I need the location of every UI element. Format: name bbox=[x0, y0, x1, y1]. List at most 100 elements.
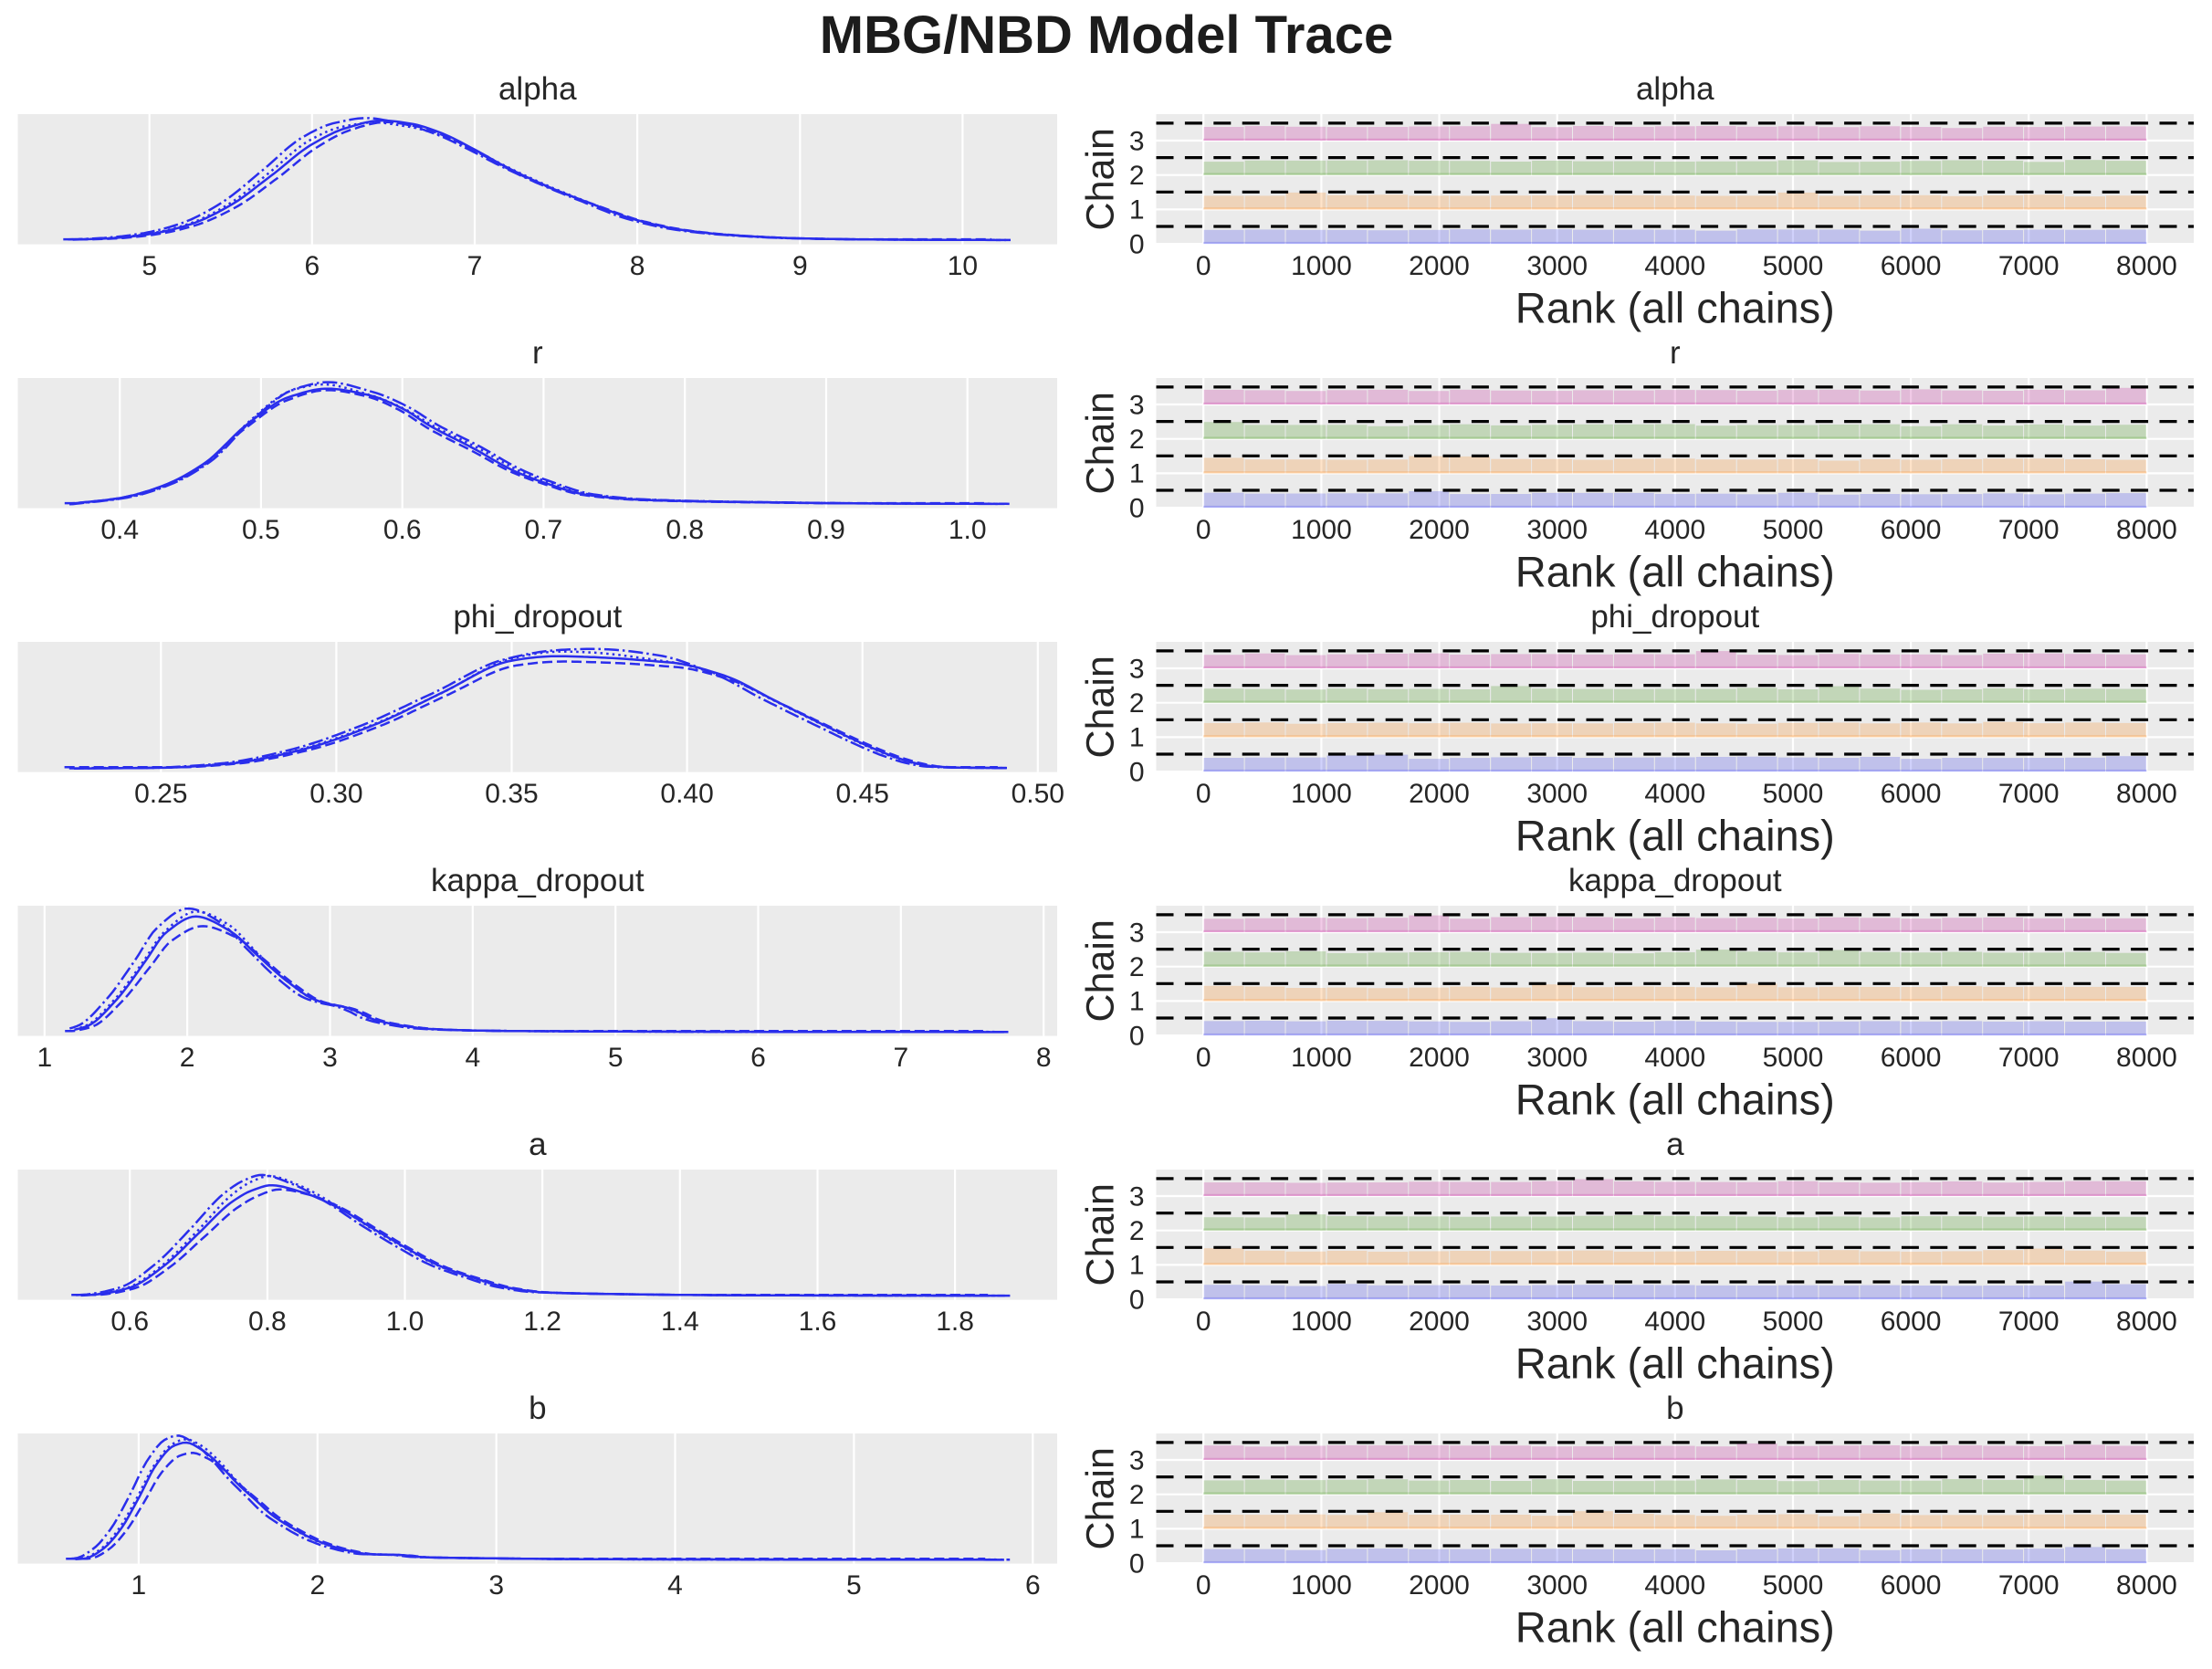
svg-text:2000: 2000 bbox=[1409, 1307, 1470, 1337]
svg-text:2: 2 bbox=[1129, 1480, 1145, 1510]
svg-text:5000: 5000 bbox=[1763, 1570, 1824, 1601]
svg-text:1000: 1000 bbox=[1291, 251, 1352, 281]
svg-text:MBG/NBD Model Trace: MBG/NBD Model Trace bbox=[820, 5, 1393, 65]
svg-text:3: 3 bbox=[1129, 1181, 1145, 1212]
svg-text:0: 0 bbox=[1129, 493, 1145, 523]
svg-text:6000: 6000 bbox=[1881, 779, 1942, 809]
svg-text:0: 0 bbox=[1196, 1043, 1211, 1073]
svg-text:8: 8 bbox=[630, 251, 645, 281]
svg-text:3000: 3000 bbox=[1526, 515, 1588, 545]
svg-text:2000: 2000 bbox=[1409, 1570, 1470, 1601]
svg-text:6: 6 bbox=[750, 1043, 766, 1073]
svg-text:4000: 4000 bbox=[1644, 1307, 1705, 1337]
svg-text:8000: 8000 bbox=[2116, 1043, 2177, 1073]
svg-text:0.45: 0.45 bbox=[836, 779, 889, 809]
svg-text:3000: 3000 bbox=[1526, 1307, 1588, 1337]
svg-text:2: 2 bbox=[1129, 425, 1145, 455]
svg-text:4000: 4000 bbox=[1644, 1043, 1705, 1073]
svg-text:6000: 6000 bbox=[1881, 515, 1942, 545]
svg-text:0.7: 0.7 bbox=[525, 515, 563, 545]
svg-text:2: 2 bbox=[1129, 1216, 1145, 1246]
svg-text:8000: 8000 bbox=[2116, 251, 2177, 281]
svg-text:Rank (all chains): Rank (all chains) bbox=[1515, 812, 1835, 860]
svg-text:1.0: 1.0 bbox=[386, 1307, 425, 1337]
svg-text:7000: 7000 bbox=[1998, 1570, 2060, 1601]
svg-text:Rank (all chains): Rank (all chains) bbox=[1515, 1076, 1835, 1124]
svg-text:0.8: 0.8 bbox=[666, 515, 704, 545]
svg-text:2000: 2000 bbox=[1409, 779, 1470, 809]
svg-text:1.8: 1.8 bbox=[936, 1307, 974, 1337]
svg-text:5000: 5000 bbox=[1763, 779, 1824, 809]
svg-text:0: 0 bbox=[1129, 1021, 1145, 1051]
svg-text:0.8: 0.8 bbox=[248, 1307, 287, 1337]
svg-text:2: 2 bbox=[1129, 688, 1145, 719]
svg-text:6: 6 bbox=[1025, 1570, 1041, 1601]
svg-text:1000: 1000 bbox=[1291, 515, 1352, 545]
svg-text:0: 0 bbox=[1196, 1307, 1211, 1337]
svg-text:kappa_dropout: kappa_dropout bbox=[1568, 863, 1782, 898]
svg-text:Chain: Chain bbox=[1079, 919, 1123, 1022]
svg-text:a: a bbox=[1666, 1127, 1684, 1162]
svg-text:0: 0 bbox=[1129, 229, 1145, 259]
svg-text:8000: 8000 bbox=[2116, 1307, 2177, 1337]
svg-text:Rank (all chains): Rank (all chains) bbox=[1515, 548, 1835, 596]
svg-text:Chain: Chain bbox=[1079, 1447, 1123, 1549]
svg-text:1: 1 bbox=[1129, 195, 1145, 226]
svg-text:8000: 8000 bbox=[2116, 779, 2177, 809]
svg-text:2000: 2000 bbox=[1409, 515, 1470, 545]
svg-text:9: 9 bbox=[792, 251, 808, 281]
svg-text:1: 1 bbox=[1129, 723, 1145, 753]
svg-text:Rank (all chains): Rank (all chains) bbox=[1515, 284, 1835, 332]
svg-text:phi_dropout: phi_dropout bbox=[1590, 599, 1759, 635]
svg-text:b: b bbox=[1666, 1391, 1683, 1426]
svg-text:3: 3 bbox=[322, 1043, 338, 1073]
svg-text:5000: 5000 bbox=[1763, 1307, 1824, 1337]
svg-text:5: 5 bbox=[608, 1043, 624, 1073]
svg-text:0.4: 0.4 bbox=[100, 515, 139, 545]
svg-text:0.30: 0.30 bbox=[309, 779, 362, 809]
svg-text:0.25: 0.25 bbox=[134, 779, 187, 809]
svg-text:1.6: 1.6 bbox=[799, 1307, 837, 1337]
svg-text:0.5: 0.5 bbox=[242, 515, 280, 545]
svg-text:5000: 5000 bbox=[1763, 1043, 1824, 1073]
svg-text:5000: 5000 bbox=[1763, 251, 1824, 281]
svg-text:7000: 7000 bbox=[1998, 1043, 2060, 1073]
svg-text:1.0: 1.0 bbox=[949, 515, 987, 545]
svg-text:1000: 1000 bbox=[1291, 1043, 1352, 1073]
svg-text:0.40: 0.40 bbox=[660, 779, 713, 809]
svg-text:0: 0 bbox=[1196, 251, 1211, 281]
svg-text:3000: 3000 bbox=[1526, 779, 1588, 809]
svg-text:1: 1 bbox=[1129, 1515, 1145, 1545]
svg-text:0.9: 0.9 bbox=[807, 515, 845, 545]
svg-text:2000: 2000 bbox=[1409, 1043, 1470, 1073]
svg-text:8000: 8000 bbox=[2116, 515, 2177, 545]
svg-text:2: 2 bbox=[309, 1570, 325, 1601]
svg-text:3: 3 bbox=[1129, 126, 1145, 156]
svg-text:1: 1 bbox=[1129, 987, 1145, 1017]
svg-text:6000: 6000 bbox=[1881, 1043, 1942, 1073]
svg-text:1.4: 1.4 bbox=[661, 1307, 699, 1337]
svg-text:Chain: Chain bbox=[1079, 1183, 1123, 1286]
svg-text:3000: 3000 bbox=[1526, 1043, 1588, 1073]
svg-text:7000: 7000 bbox=[1998, 515, 2060, 545]
svg-text:2: 2 bbox=[180, 1043, 195, 1073]
svg-text:6000: 6000 bbox=[1881, 251, 1942, 281]
svg-text:Chain: Chain bbox=[1079, 392, 1123, 494]
svg-text:3: 3 bbox=[1129, 390, 1145, 420]
svg-text:1000: 1000 bbox=[1291, 1570, 1352, 1601]
svg-text:0: 0 bbox=[1129, 1285, 1145, 1315]
svg-text:7000: 7000 bbox=[1998, 779, 2060, 809]
svg-text:0: 0 bbox=[1196, 515, 1211, 545]
svg-text:2000: 2000 bbox=[1409, 251, 1470, 281]
svg-text:3: 3 bbox=[488, 1570, 504, 1601]
svg-text:Rank (all chains): Rank (all chains) bbox=[1515, 1603, 1835, 1652]
svg-text:6000: 6000 bbox=[1881, 1570, 1942, 1601]
svg-text:r: r bbox=[1670, 335, 1681, 371]
svg-text:4: 4 bbox=[667, 1570, 683, 1601]
svg-text:alpha: alpha bbox=[498, 71, 577, 107]
svg-text:phi_dropout: phi_dropout bbox=[453, 599, 622, 635]
svg-text:0.6: 0.6 bbox=[110, 1307, 149, 1337]
svg-text:0: 0 bbox=[1196, 1570, 1211, 1601]
svg-text:5: 5 bbox=[846, 1570, 862, 1601]
svg-text:6: 6 bbox=[304, 251, 320, 281]
